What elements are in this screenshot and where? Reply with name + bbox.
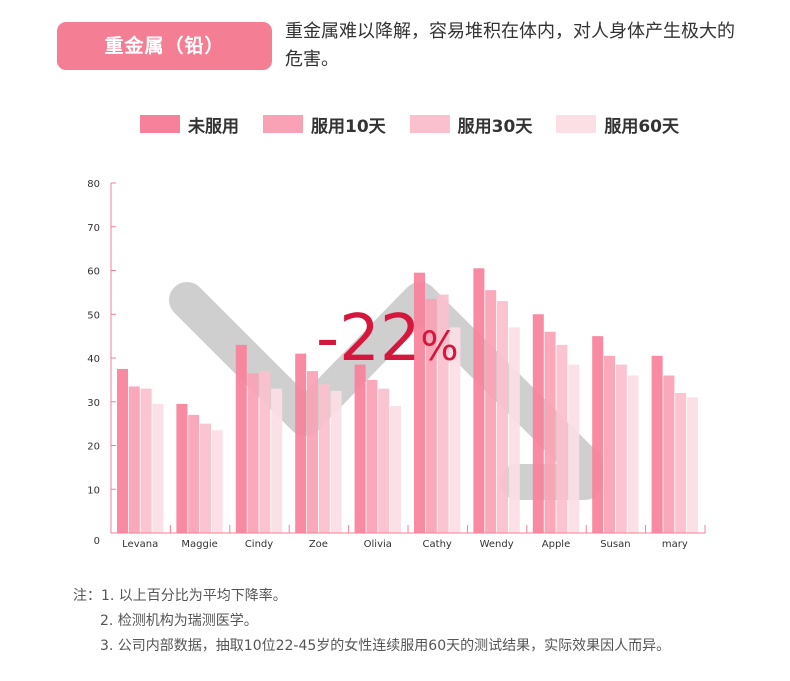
legend-swatch <box>556 115 597 133</box>
bar <box>152 403 164 533</box>
y-tick-label: 10 <box>87 485 100 496</box>
footnote-3: 3. 公司内部数据，抽取10位22-45岁的女性连续服用60天的测试结果，实际效… <box>73 634 670 659</box>
x-tick-label: Zoe <box>309 539 328 550</box>
y-tick-label: 60 <box>87 267 100 278</box>
bar <box>663 375 675 533</box>
footnote-1: 注：1. 以上百分比为平均下降率。 <box>73 584 670 609</box>
legend-label: 服用60天 <box>604 116 680 137</box>
legend-label: 服用10天 <box>311 116 386 137</box>
x-tick-label: Wendy <box>480 539 514 550</box>
legend-item-60-days: 服用60天 <box>556 112 679 137</box>
bar <box>508 327 520 533</box>
legend-label: 未服用 <box>188 116 239 137</box>
bar <box>188 414 200 533</box>
y-tick-label: 70 <box>87 223 100 234</box>
bars <box>117 268 698 533</box>
bar <box>247 373 259 533</box>
bar <box>117 368 128 533</box>
bar <box>592 336 604 533</box>
footnote-text: 3. 公司内部数据，抽取10位22-45岁的女性连续服用60天的测试结果，实际效… <box>100 638 671 654</box>
footnote-text: 2. 检测机构为瑞测医学。 <box>100 613 258 629</box>
topic-badge: 重金属（铅） <box>57 22 272 70</box>
y-tick-label: 20 <box>87 442 100 453</box>
bar <box>235 344 247 533</box>
bar <box>651 355 663 533</box>
bar <box>425 298 437 533</box>
bar <box>485 290 497 533</box>
legend-item-untreated: 未服用 <box>140 112 239 137</box>
bar <box>414 272 425 533</box>
bar <box>259 371 271 533</box>
legend-item-30-days: 服用30天 <box>409 112 533 137</box>
bar <box>568 364 580 533</box>
x-tick-label: Susan <box>600 539 630 550</box>
y-tick-label: 80 <box>87 179 100 190</box>
bar <box>295 353 307 533</box>
bar <box>390 406 401 533</box>
bar <box>497 301 508 533</box>
bar <box>544 331 556 533</box>
intro-text: 重金属难以降解，容易堆积在体内，对人身体产生极大的危害。 <box>285 21 735 70</box>
bar <box>687 397 698 533</box>
y-tick-label: 40 <box>87 354 100 365</box>
x-tick-label: Levana <box>122 539 158 550</box>
bar <box>211 430 223 533</box>
x-tick-label: Maggie <box>181 539 217 550</box>
legend-swatch <box>140 115 180 133</box>
bar <box>366 379 378 533</box>
bar <box>378 388 390 533</box>
x-tick-label: Apple <box>542 539 570 550</box>
bar <box>615 364 627 533</box>
legend-swatch <box>263 115 303 133</box>
y-tick-label: 50 <box>87 310 100 321</box>
bar <box>200 423 211 533</box>
x-tick-label: Cathy <box>423 539 452 550</box>
bar <box>354 364 366 533</box>
bar <box>307 371 318 533</box>
bar <box>473 268 485 533</box>
bar <box>449 327 461 533</box>
bar <box>675 393 687 533</box>
footnotes: 注：1. 以上百分比为平均下降率。 2. 检测机构为瑞测医学。 3. 公司内部数… <box>73 584 670 659</box>
x-tick-label: Olivia <box>364 539 392 550</box>
footnote-text: 1. 以上百分比为平均下降率。 <box>101 588 287 604</box>
chart-legend: 未服用 服用10天 服用30天 服用60天 <box>140 110 703 138</box>
axes: 0 10 20 30 40 50 60 70 80 Levana Maggie Cindy Zoe Oli… <box>87 179 706 550</box>
footnote-2: 2. 检测机构为瑞测医学。 <box>73 609 670 634</box>
y-tick-label: 0 <box>94 536 100 547</box>
legend-label: 服用30天 <box>457 116 533 137</box>
bar <box>330 390 342 533</box>
x-tick-label: mary <box>662 539 688 550</box>
legend-item-10-days: 服用10天 <box>263 112 386 137</box>
bar <box>318 384 330 533</box>
bar <box>556 344 568 533</box>
footnote-prefix: 注： <box>73 588 101 604</box>
bar <box>627 375 639 533</box>
bar <box>128 386 140 533</box>
x-tick-label: Cindy <box>245 539 273 550</box>
decline-percentage: -22% <box>316 302 459 376</box>
bar <box>532 314 544 533</box>
bar <box>604 355 615 533</box>
bar <box>437 294 449 533</box>
legend-swatch <box>409 115 450 133</box>
y-tick-label: 30 <box>87 398 100 409</box>
bar <box>176 403 188 533</box>
bar <box>140 388 152 533</box>
bar <box>271 388 283 533</box>
decline-value: -22 <box>316 302 421 376</box>
decline-unit: % <box>421 324 459 370</box>
